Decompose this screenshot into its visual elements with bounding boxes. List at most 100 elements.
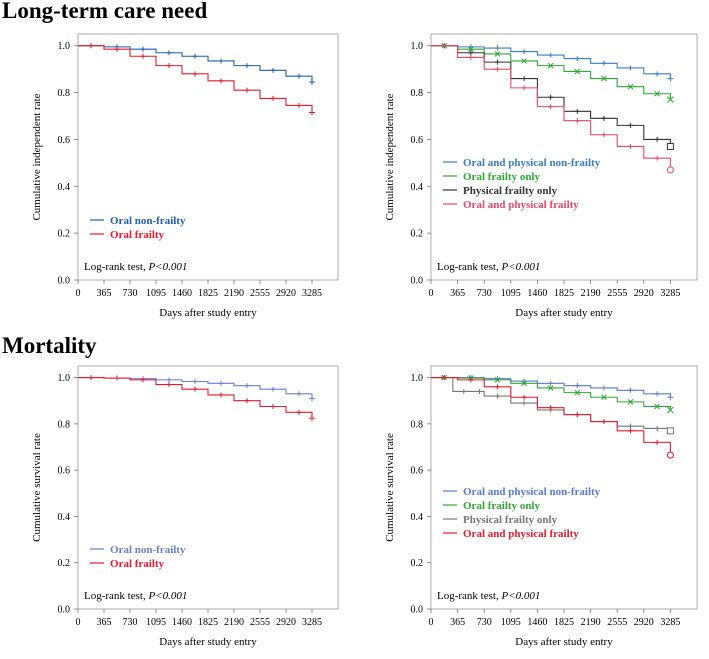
censor-mark-oral-non-frailty: [166, 377, 172, 383]
x-tick-label: 1095: [501, 288, 521, 299]
censor-mark-oral-frailty-only: [521, 58, 527, 64]
logrank-annotation: Log-rank test, P<0.001: [437, 590, 540, 602]
censor-mark-oral-non-frailty: [192, 53, 198, 59]
censor-mark-oral-frailty: [244, 87, 250, 93]
logrank-p: P<0.001: [500, 590, 540, 602]
logrank-p: P<0.001: [147, 590, 187, 602]
censor-mark-oral-non-frailty: [296, 391, 302, 397]
end-point-physical-frailty-only: [666, 142, 674, 150]
censor-mark-oral-frailty: [166, 382, 172, 388]
censor-mark-oral-frailty-only: [654, 90, 660, 97]
series-line-oral-frailty-only: [431, 377, 671, 410]
y-tick-label: 0.4: [58, 512, 71, 523]
end-point-oral-and-physical-frailty: [666, 166, 674, 174]
x-tick-label: 3285: [302, 288, 322, 299]
censor-mark-oral-frailty: [192, 71, 198, 77]
censor-mark-oral-frailty: [114, 46, 120, 52]
x-tick-label: 0: [76, 288, 81, 299]
logrank-prefix: Log-rank test,: [84, 261, 148, 273]
logrank-prefix: Log-rank test,: [437, 261, 501, 273]
y-tick-label: 0.0: [58, 605, 71, 616]
y-tick-label: 1.0: [58, 373, 71, 384]
censor-mark-oral-frailty-only: [601, 394, 607, 401]
y-axis-title: Cumulative survival rate: [31, 433, 43, 542]
censor-mark-oral-non-frailty: [166, 50, 172, 56]
censor-mark-oral-frailty-only: [494, 51, 501, 57]
censor-mark-oral-frailty-only: [521, 380, 527, 387]
legend-item-physical-frailty-only: Physical frailty only: [443, 514, 558, 526]
end-point-oral-frailty: [309, 109, 315, 116]
x-tick-label: 1095: [501, 617, 521, 628]
censor-mark-oral-non-frailty: [244, 383, 250, 389]
series-line-oral-frailty: [78, 45, 313, 113]
censor-mark-oral-and-physical-non-frailty: [601, 60, 607, 66]
legend-label: Oral non-frailty: [110, 544, 186, 556]
y-axis-title: Cumulative independent rate: [31, 93, 43, 220]
censor-mark-physical-frailty-only: [521, 400, 527, 406]
censor-mark-oral-and-physical-frailty: [441, 43, 447, 49]
y-tick-label: 0.6: [411, 466, 424, 477]
censor-mark-oral-and-physical-non-frailty: [628, 65, 633, 71]
censor-mark-oral-frailty-only: [574, 389, 581, 396]
end-point-oral-frailty-only: [667, 96, 674, 103]
legend-item-oral-and-physical-frailty: Oral and physical frailty: [443, 199, 579, 211]
censor-mark-oral-and-physical-frailty: [441, 375, 447, 381]
plot-frame: [77, 365, 339, 610]
end-point-oral-non-frailty: [309, 79, 315, 86]
x-tick-label: 2190: [581, 288, 601, 299]
x-tick-label: 1825: [554, 617, 574, 628]
censor-mark-oral-and-physical-non-frailty: [521, 49, 527, 55]
y-tick-label: 0.6: [411, 135, 424, 146]
logrank-prefix: Log-rank test,: [437, 590, 501, 602]
y-tick-label: 0.2: [411, 558, 424, 569]
x-tick-label: 365: [97, 617, 112, 628]
logrank-p: P<0.001: [500, 261, 540, 273]
series-line-oral-frailty-only: [431, 45, 671, 100]
chart-mortality-combined: 0.0 0.2 0.4 0.6 0.8 1.0 0 365 730 1095 1460 1825 219…: [384, 365, 698, 648]
legend-label: Physical frailty only: [463, 185, 558, 197]
series-line-oral-and-physical-frailty: [431, 45, 671, 170]
censor-mark-oral-frailty: [140, 53, 146, 59]
censor-mark-oral-frailty: [296, 409, 302, 415]
censor-mark-oral-frailty: [114, 375, 120, 381]
x-tick-label: 2920: [634, 288, 654, 299]
y-tick-label: 0.2: [411, 229, 424, 240]
censor-mark-oral-frailty-only: [494, 377, 501, 383]
series-line-oral-non-frailty: [78, 45, 313, 83]
y-tick-label: 0.4: [58, 182, 71, 193]
censor-mark-oral-frailty: [192, 386, 198, 392]
legend-item-oral-and-physical-non-frailty: Oral and physical non-frailty: [443, 486, 601, 498]
x-tick-label: 2190: [224, 617, 244, 628]
chart-ltc-oral: 0.0 0.2 0.4 0.6 0.8 1.0 0 365 730 1095 1460 1825 219…: [31, 33, 339, 319]
series-line-oral-and-physical-frailty: [431, 377, 671, 456]
legend-label: Oral and physical frailty: [463, 199, 579, 211]
legend-item-oral-frailty: Oral frailty: [90, 558, 165, 570]
censor-mark-oral-and-physical-frailty: [628, 143, 633, 149]
y-axis-title: Cumulative independent rate: [384, 93, 396, 220]
censor-mark-oral-and-physical-frailty: [495, 66, 500, 72]
legend-label: Oral frailty only: [463, 500, 540, 512]
x-tick-label: 730: [477, 288, 492, 299]
end-point-oral-and-physical-frailty: [666, 451, 674, 459]
x-tick-label: 2920: [634, 617, 654, 628]
censor-mark-oral-frailty-only: [468, 46, 474, 53]
censor-mark-oral-non-frailty: [140, 46, 146, 52]
censor-mark-oral-frailty: [140, 377, 146, 383]
censor-mark-oral-frailty: [296, 102, 302, 108]
x-tick-label: 365: [97, 288, 112, 299]
legend-item-oral-and-physical-non-frailty: Oral and physical non-frailty: [443, 157, 601, 169]
logrank-p: P<0.001: [147, 261, 187, 273]
censor-mark-oral-frailty: [218, 78, 224, 84]
section-title-long-term-care: Long-term care need: [2, 0, 208, 23]
end-point-physical-frailty-only: [666, 427, 674, 435]
censor-mark-oral-and-physical-frailty: [574, 118, 580, 124]
censor-mark-oral-non-frailty: [296, 73, 302, 79]
legend-item-oral-non-frailty: Oral non-frailty: [90, 215, 186, 227]
end-point-oral-and-physical-non-frailty: [667, 394, 674, 401]
censor-mark-physical-frailty-only: [654, 425, 660, 431]
x-tick-label: 2920: [276, 288, 296, 299]
censor-mark-oral-frailty-only: [574, 68, 581, 75]
x-tick-label: 1460: [172, 288, 192, 299]
x-axis-title: Days after study entry: [159, 636, 257, 648]
censor-mark-oral-frailty: [244, 398, 250, 404]
